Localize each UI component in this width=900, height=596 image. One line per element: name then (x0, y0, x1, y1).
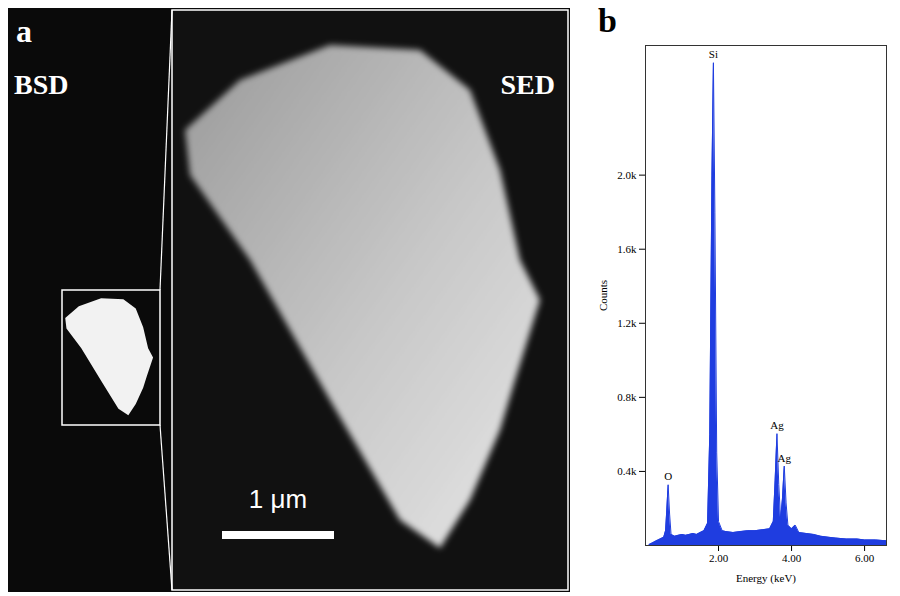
svg-text:4.00: 4.00 (782, 552, 802, 564)
svg-text:0.4k: 0.4k (617, 465, 637, 477)
svg-text:Si: Si (709, 48, 718, 60)
svg-text:BSD: BSD (14, 69, 68, 100)
html-text:b: b (598, 2, 617, 39)
svg-text:O: O (664, 470, 672, 482)
svg-text:0.8k: 0.8k (617, 391, 637, 403)
svg-text:1.2k: 1.2k (617, 317, 637, 329)
svg-text:2.00: 2.00 (709, 552, 729, 564)
svg-text:Energy (keV): Energy (keV) (736, 572, 796, 585)
svg-text:Ag: Ag (778, 452, 792, 464)
svg-text:Ag: Ag (770, 419, 784, 431)
svg-text:1 μm: 1 μm (249, 484, 307, 514)
svg-text:a: a (16, 13, 32, 49)
svg-text:1.6k: 1.6k (617, 243, 637, 255)
svg-text:Counts: Counts (597, 280, 609, 311)
svg-text:2.0k: 2.0k (617, 169, 637, 181)
svg-text:6.00: 6.00 (855, 552, 875, 564)
svg-text:SED: SED (501, 69, 555, 100)
